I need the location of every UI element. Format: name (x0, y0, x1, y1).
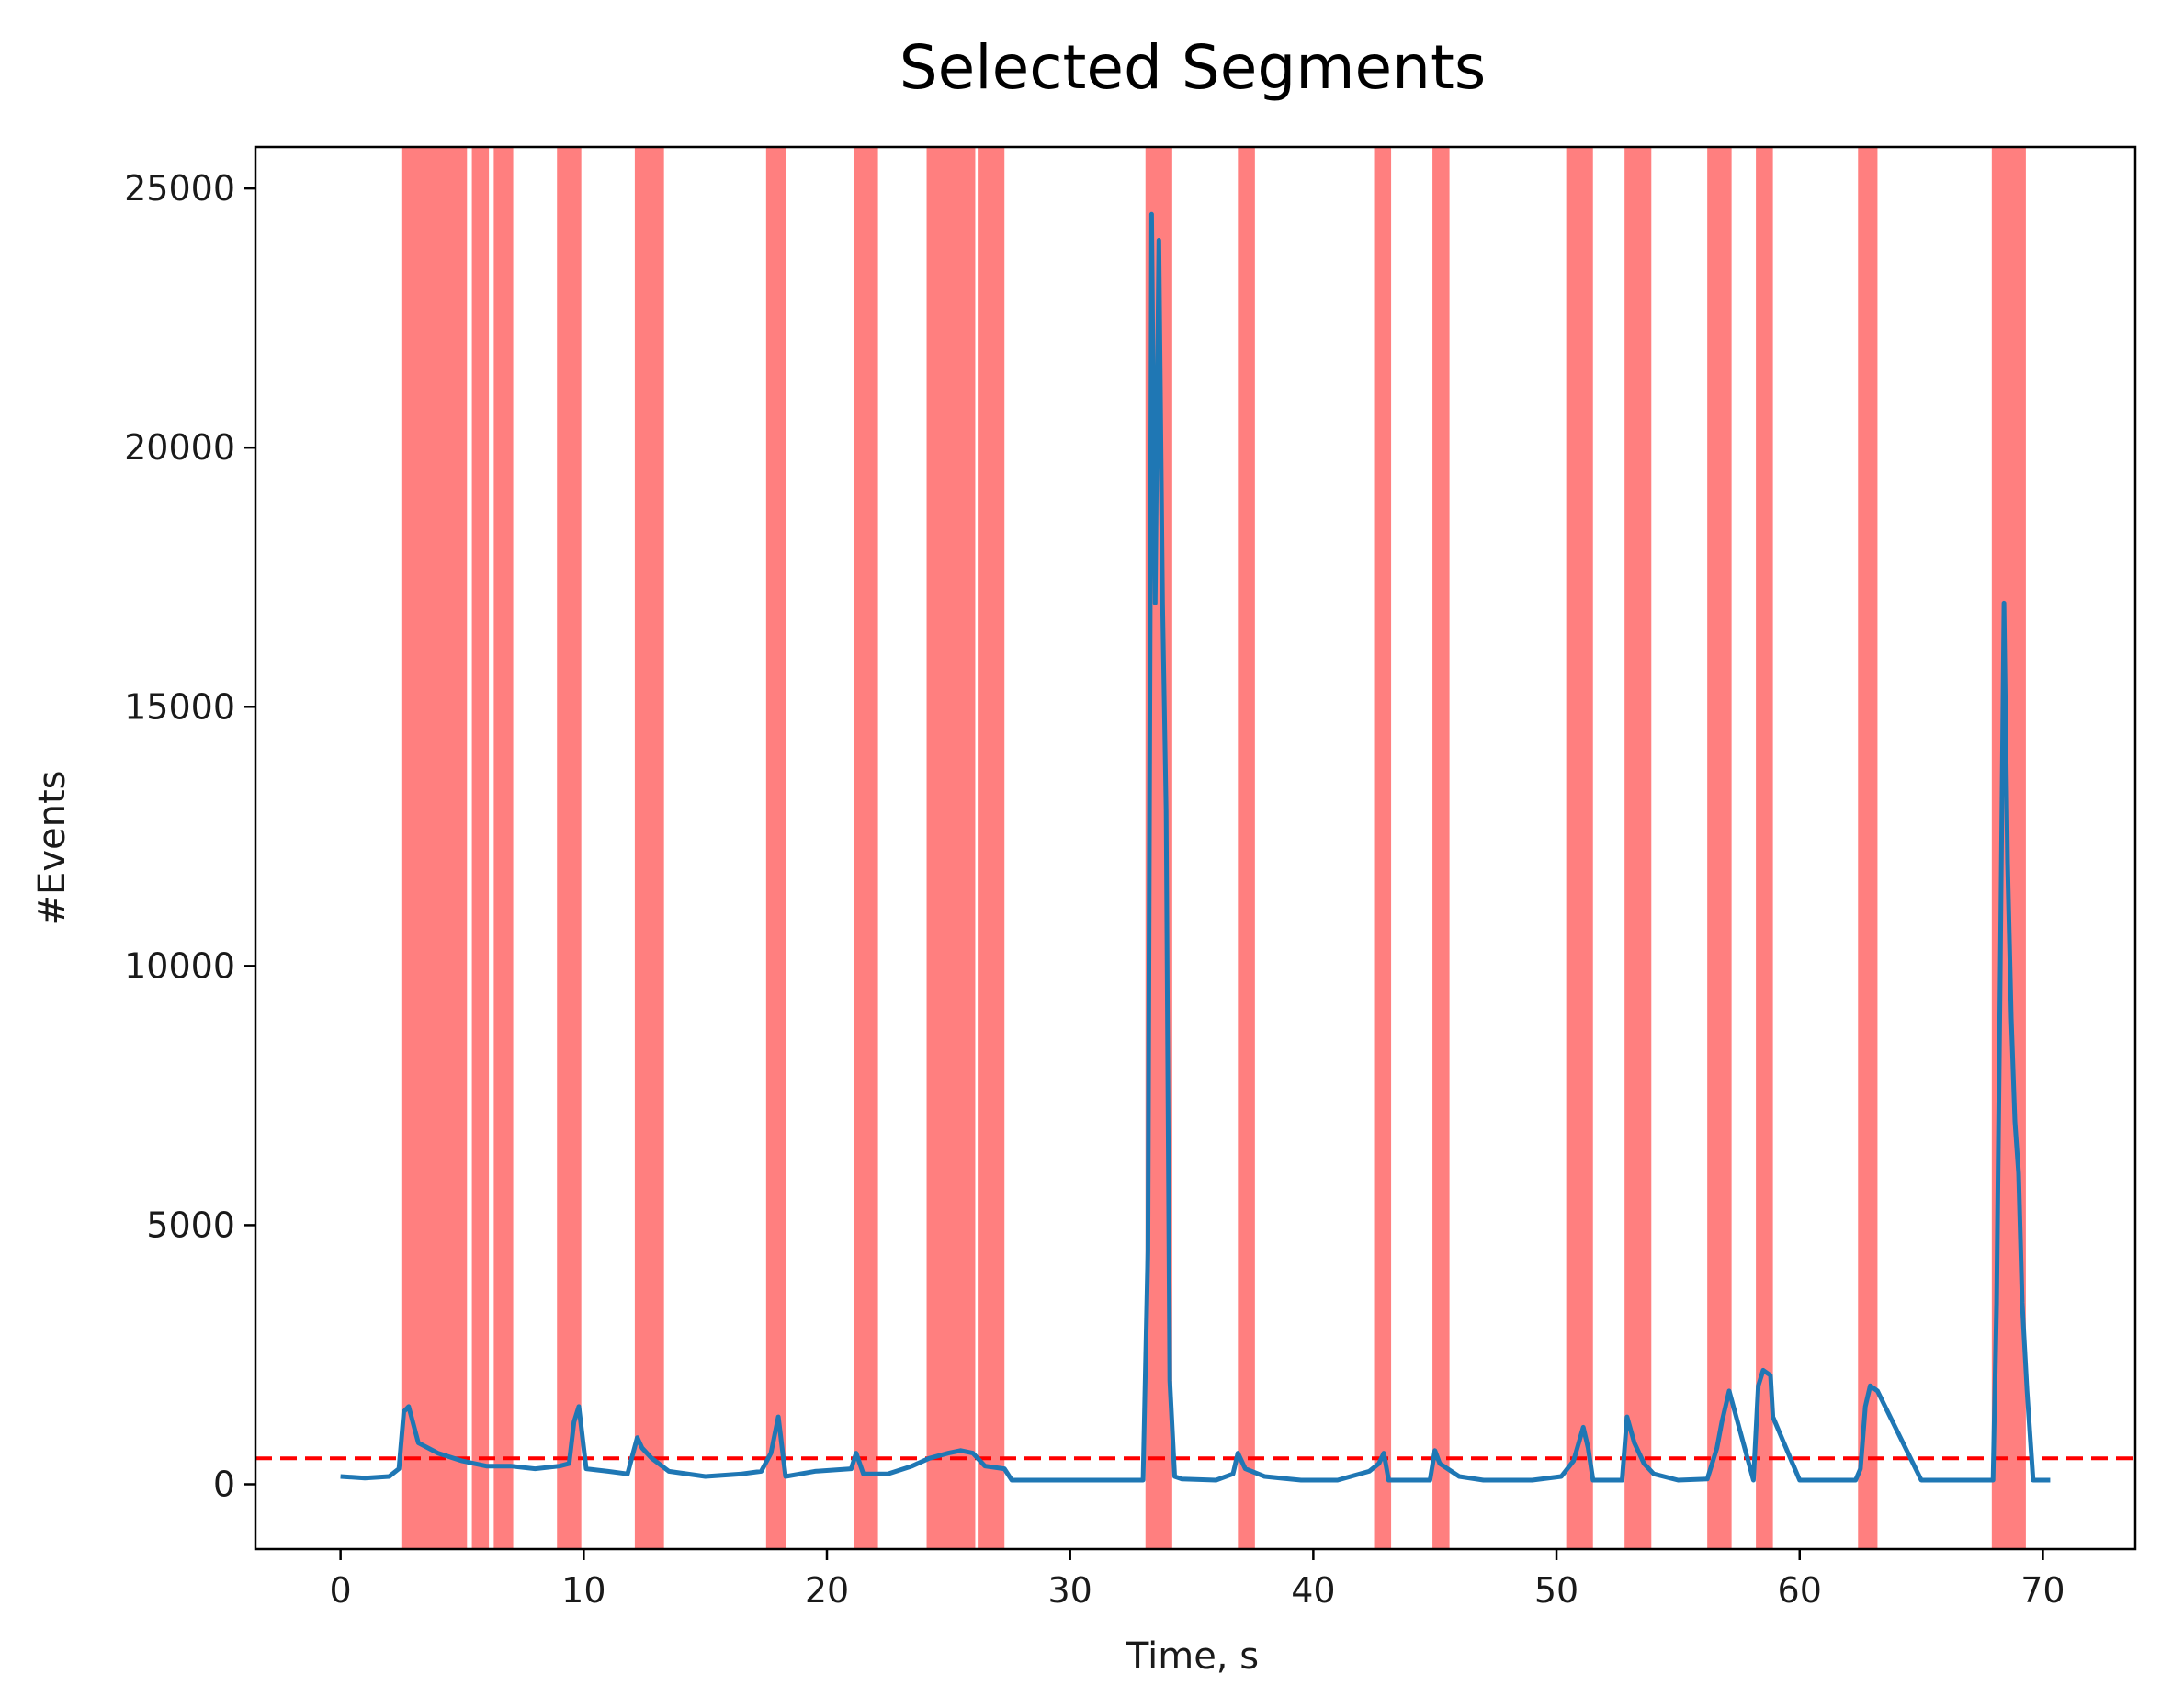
y-axis: 0 5000 10000 15000 20000 25000 (124, 168, 255, 1504)
x-tick-label: 70 (2020, 1570, 2065, 1611)
selected-segment-4 (634, 147, 664, 1549)
x-tick-label: 20 (805, 1570, 849, 1611)
y-tick-label: 10000 (124, 945, 235, 986)
selected-segment-15 (1707, 147, 1732, 1549)
y-tick-label: 25000 (124, 168, 235, 209)
selected-segment-7 (926, 147, 976, 1549)
x-axis: 0 10 20 30 40 50 60 70 (330, 1549, 2065, 1611)
plot-area-frame (254, 145, 2137, 1551)
x-tick-label: 50 (1534, 1570, 1578, 1611)
series-line (340, 211, 2051, 1483)
selected-segment-6 (854, 147, 878, 1549)
x-tick-label: 30 (1048, 1570, 1092, 1611)
selected-segment-11 (1374, 147, 1392, 1549)
y-tick-label: 20000 (124, 427, 235, 468)
y-tick-label: 5000 (146, 1205, 235, 1245)
x-tick-label: 10 (561, 1570, 605, 1611)
y-tick-label: 0 (213, 1464, 235, 1504)
selected-segment-3 (557, 147, 582, 1549)
selected-segment-2 (493, 147, 514, 1549)
x-tick-label: 40 (1291, 1570, 1335, 1611)
selected-segment-14 (1624, 147, 1652, 1549)
selected-segment-13 (1566, 147, 1593, 1549)
y-tick-label: 15000 (124, 686, 235, 727)
selected-segment-10 (1238, 147, 1255, 1549)
selected-segment-5 (765, 147, 786, 1549)
x-axis-label: Time, s (1126, 1635, 1259, 1678)
x-tick-label: 0 (330, 1570, 352, 1611)
selected-segment-0 (401, 147, 468, 1549)
selected-segment-12 (1432, 147, 1450, 1549)
selected-segment-1 (471, 147, 490, 1549)
selected-segment-16 (1756, 147, 1773, 1549)
x-tick-label: 60 (1778, 1570, 1822, 1611)
selected-segments (401, 147, 2026, 1549)
selected-segment-17 (1858, 147, 1878, 1549)
selected-segment-8 (978, 147, 1005, 1549)
y-axis-label: #Events (31, 771, 74, 926)
chart-title: Selected Segments (899, 32, 1486, 103)
